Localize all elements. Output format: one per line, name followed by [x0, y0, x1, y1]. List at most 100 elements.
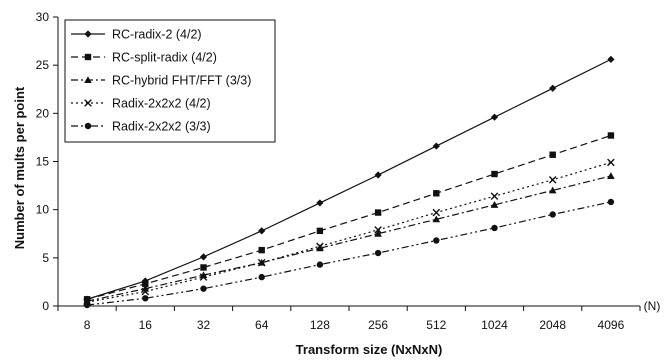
x-tick-label: 1024 — [481, 318, 508, 332]
x-tick-label: 128 — [310, 318, 330, 332]
data-point — [490, 113, 499, 121]
y-tick-label: 20 — [36, 106, 50, 120]
series-line — [87, 201, 612, 306]
legend-marker — [84, 76, 92, 83]
marker-stroke — [199, 273, 208, 281]
data-point — [490, 192, 499, 200]
x-axis-title: Transform size (NxNxN) — [296, 342, 443, 357]
x-unit-label: (N) — [644, 299, 661, 313]
marker-stroke — [548, 176, 557, 184]
marker-stroke — [374, 226, 382, 234]
data-point — [83, 301, 91, 309]
x-tick-label: 256 — [368, 318, 388, 332]
x-tick-label: 16 — [139, 318, 153, 332]
x-tick-label: 8 — [84, 318, 91, 332]
data-point — [258, 227, 266, 235]
x-tick-label: 2048 — [539, 318, 566, 332]
marker-stroke — [432, 208, 441, 217]
legend-label: RC-radix-2 (4/2) — [112, 28, 202, 42]
marker-stroke — [84, 99, 92, 107]
series-2 — [83, 172, 615, 305]
y-tick-label: 5 — [42, 251, 49, 265]
data-point — [432, 208, 441, 217]
data-point — [607, 55, 615, 63]
data-point — [316, 242, 324, 251]
data-point — [549, 211, 556, 218]
data-point — [316, 261, 324, 268]
series-line — [86, 161, 612, 303]
data-point — [549, 151, 556, 158]
legend-marker — [84, 99, 92, 107]
y-tick-label: 10 — [36, 203, 50, 217]
data-point — [199, 253, 208, 261]
x-tick-label: 4096 — [598, 318, 625, 332]
data-point — [316, 199, 324, 207]
data-point — [374, 249, 382, 257]
legend-item: Radix-2x2x2 (3/3) — [71, 120, 211, 134]
data-point — [258, 273, 265, 281]
x-tick-label: 64 — [255, 318, 269, 332]
legend-label: RC-hybrid FHT/FFT (3/3) — [112, 74, 251, 88]
legend-marker — [84, 53, 92, 61]
data-point — [432, 142, 440, 150]
data-point — [549, 84, 557, 92]
legend-item: RC-radix-2 (4/2) — [71, 28, 202, 42]
data-point — [142, 280, 149, 288]
data-point — [607, 132, 615, 139]
data-point — [200, 285, 207, 292]
data-point — [491, 170, 498, 178]
y-axis-title: Number of mults per point — [12, 86, 27, 249]
data-point — [141, 287, 150, 296]
data-point — [432, 215, 441, 223]
x-tick-label: 32 — [197, 318, 211, 332]
legend-label: Radix-2x2x2 (4/2) — [112, 97, 211, 111]
data-point — [607, 172, 615, 179]
data-point — [491, 224, 498, 232]
series-3 — [83, 158, 615, 306]
series-1 — [83, 132, 615, 303]
marker-stroke — [607, 158, 615, 167]
data-point — [142, 295, 149, 302]
y-tick-label: 0 — [42, 299, 49, 313]
legend-marker — [84, 30, 92, 38]
data-point — [258, 246, 265, 254]
legend-box — [64, 19, 276, 143]
data-point — [374, 226, 382, 234]
data-point — [490, 201, 499, 208]
marker-stroke — [316, 242, 324, 251]
data-point — [316, 244, 324, 252]
data-point — [316, 227, 324, 235]
data-point — [433, 190, 440, 197]
y-tick-label: 30 — [36, 10, 50, 24]
legend-label: Radix-2x2x2 (3/3) — [112, 120, 211, 134]
legend-marker — [84, 122, 92, 130]
x-tick-label: 512 — [426, 318, 446, 332]
data-point — [548, 186, 557, 194]
data-point — [433, 237, 440, 244]
series-line — [86, 134, 612, 300]
data-point — [374, 209, 382, 216]
marker-stroke — [141, 287, 150, 296]
marker-stroke — [490, 192, 499, 200]
data-point — [257, 258, 266, 267]
data-point — [607, 158, 615, 167]
legend: RC-radix-2 (4/2) RC-split-radix (4/2) RC-h… — [64, 19, 276, 143]
marker-stroke — [257, 258, 266, 267]
series-layer — [83, 55, 615, 309]
legend-item: RC-split-radix (4/2) — [71, 51, 217, 65]
data-point — [548, 176, 557, 184]
data-point — [200, 264, 207, 271]
series-line — [86, 58, 612, 300]
legend-item: Radix-2x2x2 (4/2) — [71, 97, 211, 111]
data-point — [199, 273, 208, 281]
data-point — [374, 171, 382, 179]
y-tick-label: 15 — [36, 155, 50, 169]
legend-item: RC-hybrid FHT/FFT (3/3) — [71, 74, 251, 88]
series-4 — [83, 198, 615, 309]
y-tick-label: 25 — [36, 58, 50, 72]
data-point — [374, 229, 382, 237]
legend-label: RC-split-radix (4/2) — [112, 51, 217, 65]
data-point — [607, 198, 615, 206]
series-line — [86, 175, 612, 302]
